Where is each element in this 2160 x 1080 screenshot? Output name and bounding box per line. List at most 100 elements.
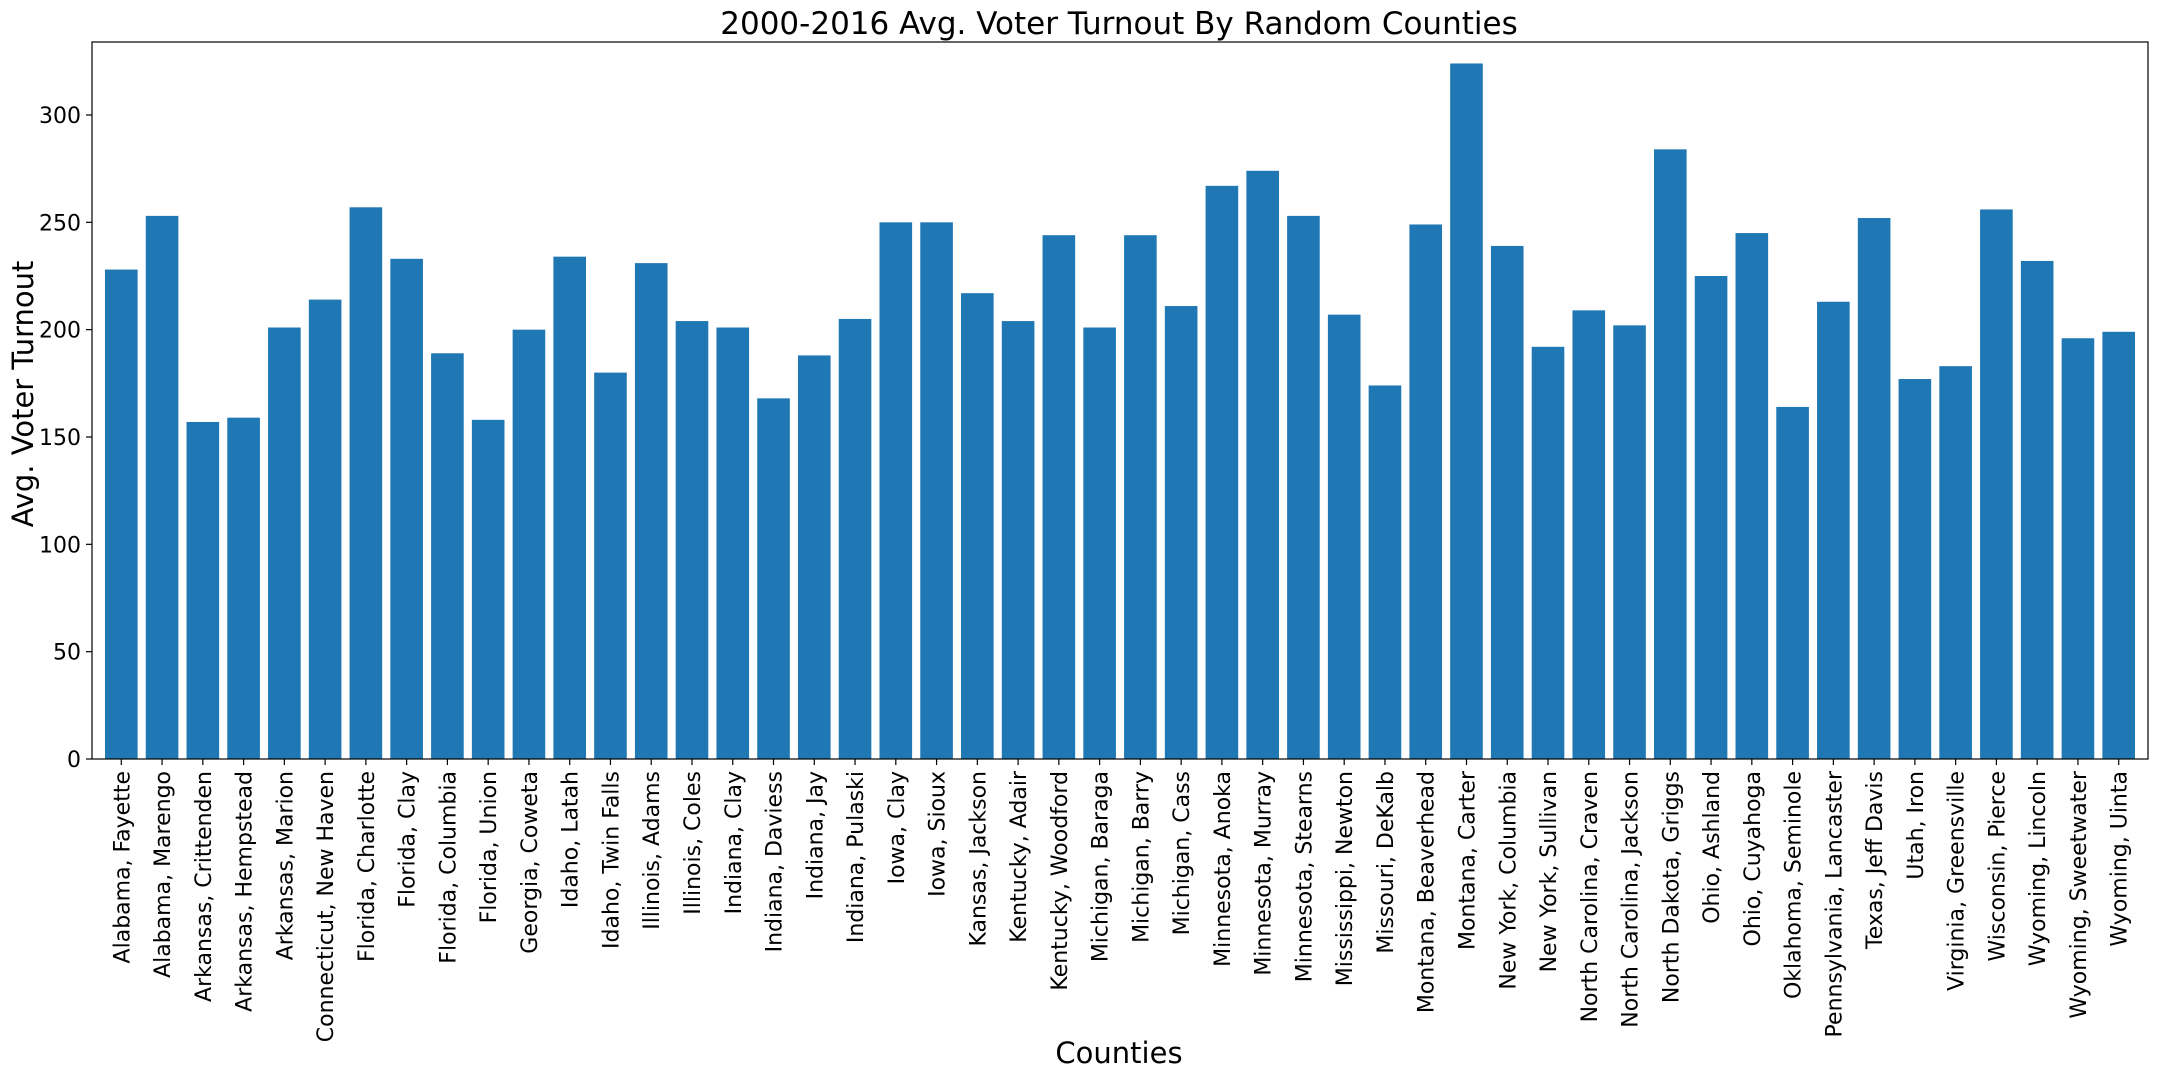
x-tick-label: Iowa, Sioux (926, 771, 951, 897)
bar (1164, 306, 1198, 759)
bar (268, 327, 301, 759)
bar (1817, 301, 1850, 759)
bar (1980, 209, 2013, 759)
bar (105, 269, 138, 759)
x-tick-label: Montana, Carter (1455, 770, 1480, 950)
x-tick-label: Arkansas, Marion (273, 771, 298, 960)
bar (308, 299, 342, 759)
x-tick-label: Minnesota, Stearns (1292, 771, 1317, 982)
x-tick-label: Kentucky, Woodford (1048, 771, 1073, 991)
x-tick-label: Ohio, Ashland (1700, 771, 1725, 924)
x-tick-label: Indiana, Jay (803, 771, 828, 899)
x-tick-label: Alabama, Fayette (110, 771, 135, 963)
bar (879, 222, 913, 759)
x-tick-label: Oklahoma, Seminole (1782, 771, 1807, 999)
bar (838, 318, 872, 759)
x-tick-label: Wyoming, Sweetwater (2067, 770, 2092, 1019)
y-tick-label: 150 (39, 426, 81, 451)
x-tick-label: Illinois, Adams (640, 771, 665, 930)
bar (1450, 63, 1483, 760)
bar (1490, 245, 1524, 759)
bar (1327, 314, 1361, 759)
x-tick-label: Michigan, Barry (1129, 771, 1154, 943)
bar (1409, 224, 1443, 760)
x-tick-label: Florida, Union (477, 771, 502, 923)
x-tick-label: Texas, Jeff Davis (1863, 771, 1888, 950)
x-tick-label: North Carolina, Jackson (1619, 771, 1644, 1028)
bar (1613, 325, 1646, 759)
y-tick-label: 200 (39, 319, 81, 344)
y-tick-label: 0 (67, 748, 81, 773)
x-tick-label: Florida, Clay (396, 771, 421, 908)
x-tick-label: Wisconsin, Pierce (1985, 771, 2010, 961)
bar (1694, 275, 1728, 759)
bar (920, 222, 953, 759)
x-tick-label: Ohio, Cuyahoga (1741, 771, 1766, 946)
bar (1083, 327, 1116, 759)
x-tick-label: Iowa, Clay (885, 771, 910, 884)
bar (594, 372, 627, 759)
x-tick-label: Virginia, Greensville (1945, 771, 1970, 991)
bar (227, 417, 260, 759)
y-tick-label: 300 (39, 104, 81, 129)
x-tick-label: New York, Columbia (1496, 771, 1521, 990)
bar (390, 258, 423, 759)
x-tick-label: New York, Sullivan (1537, 771, 1562, 972)
x-tick-label: Alabama, Marengo (151, 771, 176, 978)
x-tick-label: Arkansas, Hempstead (233, 771, 258, 1012)
y-axis-label: Avg. Voter Turnout (6, 261, 40, 528)
bar (2102, 331, 2135, 759)
x-tick-label: Idaho, Twin Falls (599, 771, 624, 949)
x-axis: Alabama, Fayette Alabama, Marengo Arkansas… (110, 759, 2133, 1042)
x-tick-label: Connecticut, New Haven (314, 771, 339, 1042)
bar (1776, 406, 1809, 759)
bar (1572, 310, 1606, 759)
x-tick-label: Florida, Charlotte (355, 771, 380, 962)
bar (1124, 235, 1157, 759)
bar (1857, 218, 1891, 759)
bar (1042, 235, 1076, 759)
x-tick-label: Florida, Columbia (436, 771, 461, 964)
x-tick-label: Arkansas, Crittenden (192, 771, 217, 1002)
x-tick-label: North Carolina, Craven (1578, 771, 1603, 1022)
chart-title: 2000-2016 Avg. Voter Turnout By Random C… (720, 6, 1517, 42)
bar (1368, 385, 1402, 759)
bar (186, 421, 220, 759)
x-tick-label: Pennsylvania, Lancaster (1822, 770, 1847, 1037)
x-tick-label: Montana, Beaverhead (1415, 771, 1440, 1013)
bar (757, 398, 790, 759)
bar (512, 329, 546, 759)
bar (1939, 366, 1972, 759)
x-tick-label: Indiana, Clay (722, 771, 747, 914)
bar (1205, 185, 1239, 759)
bar (1246, 170, 1279, 760)
bar (634, 263, 668, 759)
x-tick-label: Indiana, Pulaski (844, 771, 869, 943)
x-tick-label: Missouri, DeKalb (1374, 771, 1399, 954)
bar (1898, 379, 1932, 759)
x-tick-label: Kansas, Jackson (966, 771, 991, 947)
bar (1531, 346, 1565, 759)
x-tick-label: Minnesota, Anoka (1211, 771, 1236, 967)
bar (431, 353, 464, 759)
bar (471, 419, 505, 759)
x-tick-label: Mississippi, Newton (1333, 771, 1358, 986)
x-tick-label: Idaho, Latah (559, 771, 584, 908)
bar (797, 355, 831, 759)
bars-group (105, 63, 2135, 760)
x-tick-label: Michigan, Cass (1170, 771, 1195, 935)
bar (1654, 149, 1687, 760)
x-tick-label: Michigan, Baraga (1089, 771, 1114, 962)
x-tick-label: Georgia, Coweta (518, 771, 543, 954)
x-tick-label: Wyoming, Uinta (2108, 771, 2133, 947)
x-tick-label: Illinois, Coles (681, 771, 706, 915)
bar (716, 327, 750, 759)
bar (2061, 338, 2095, 759)
bar (553, 256, 586, 759)
x-tick-label: Minnesota, Murray (1252, 771, 1277, 976)
bar (145, 215, 179, 759)
bar (1735, 233, 1769, 759)
x-tick-label: Utah, Iron (1904, 771, 1929, 880)
bar (1287, 215, 1320, 759)
